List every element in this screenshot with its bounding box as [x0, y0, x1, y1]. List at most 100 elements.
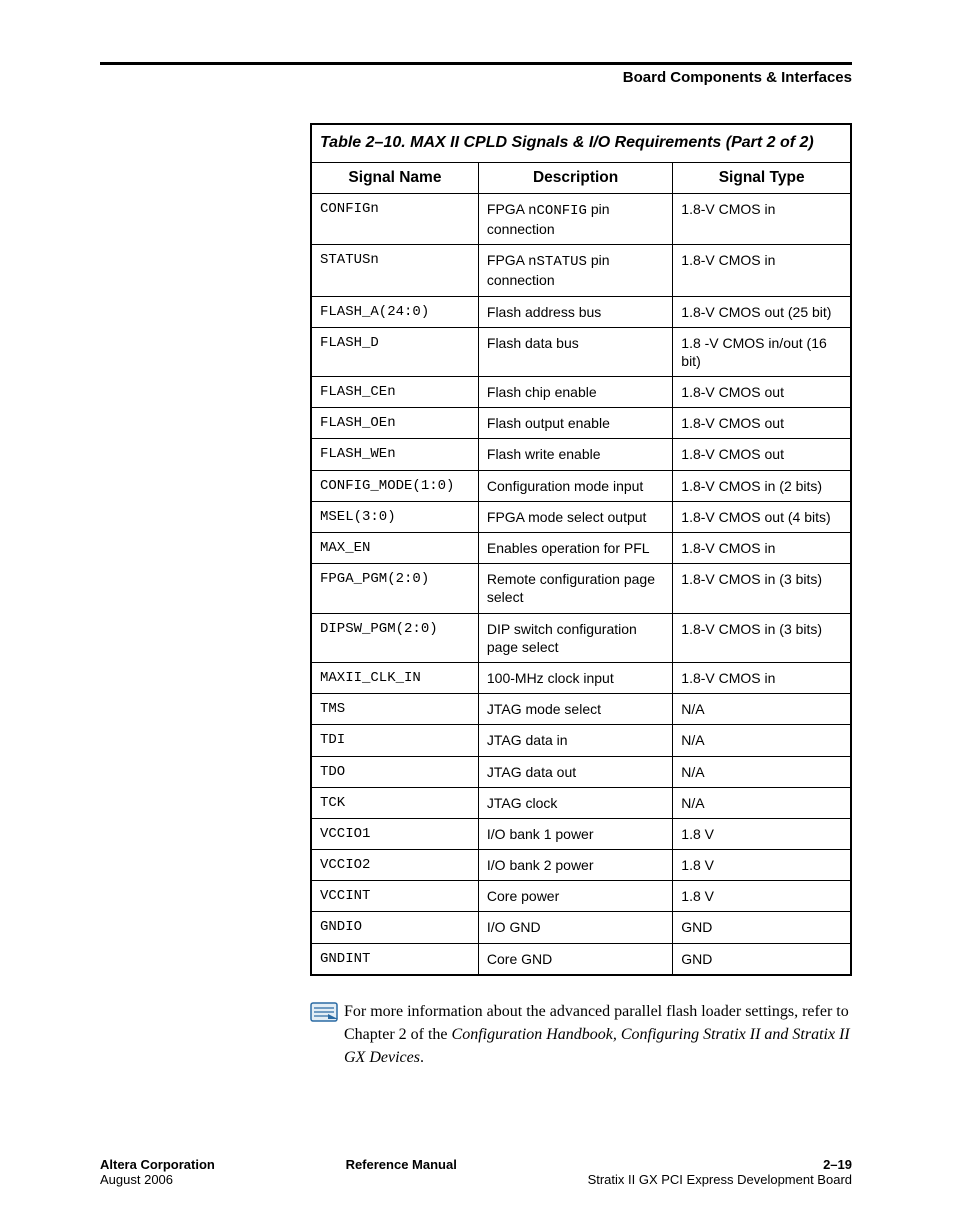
- signal-desc: Flash address bus: [478, 296, 672, 327]
- signal-name: TCK: [311, 787, 478, 818]
- signal-type: 1.8-V CMOS in: [673, 662, 851, 693]
- table-row: MAXII_CLK_IN100-MHz clock input1.8-V CMO…: [311, 662, 851, 693]
- page: Board Components & Interfaces Table 2–10…: [0, 0, 954, 1227]
- signal-name: VCCIO1: [311, 818, 478, 849]
- table-row: TCKJTAG clockN/A: [311, 787, 851, 818]
- note-post: .: [420, 1049, 424, 1066]
- signal-type: 1.8-V CMOS out: [673, 408, 851, 439]
- table-row: FLASH_WEnFlash write enable1.8-V CMOS ou…: [311, 439, 851, 470]
- signal-type: 1.8-V CMOS in (3 bits): [673, 564, 851, 613]
- signal-desc: Flash data bus: [478, 327, 672, 376]
- signal-desc: JTAG clock: [478, 787, 672, 818]
- signal-desc: Core GND: [478, 943, 672, 975]
- footer-left-1: Altera Corporation: [100, 1157, 215, 1172]
- signal-type: 1.8 V: [673, 818, 851, 849]
- signal-type: 1.8-V CMOS in: [673, 533, 851, 564]
- signals-table-wrap: Table 2–10. MAX II CPLD Signals & I/O Re…: [310, 123, 852, 976]
- footer-right-1: 2–19: [823, 1157, 852, 1172]
- signal-type: 1.8-V CMOS in: [673, 245, 851, 296]
- signal-name: TDO: [311, 756, 478, 787]
- table-row: TDOJTAG data outN/A: [311, 756, 851, 787]
- signal-type: 1.8-V CMOS out (25 bit): [673, 296, 851, 327]
- footer-center: Reference Manual: [215, 1157, 588, 1187]
- table-row: CONFIGnFPGA nCONFIG pin connection1.8-V …: [311, 193, 851, 244]
- signal-desc: Flash write enable: [478, 439, 672, 470]
- signal-name: FLASH_WEn: [311, 439, 478, 470]
- signal-type: N/A: [673, 756, 851, 787]
- signal-name: MSEL(3:0): [311, 501, 478, 532]
- signal-type: 1.8-V CMOS out: [673, 377, 851, 408]
- signal-desc: FPGA nCONFIG pin connection: [478, 193, 672, 244]
- table-row: FLASH_DFlash data bus1.8 -V CMOS in/out …: [311, 327, 851, 376]
- footer-right-2: Stratix II GX PCI Express Development Bo…: [588, 1172, 852, 1187]
- signal-desc: Configuration mode input: [478, 470, 672, 501]
- signal-desc: 100-MHz clock input: [478, 662, 672, 693]
- signal-name: CONFIGn: [311, 193, 478, 244]
- signal-name: FLASH_D: [311, 327, 478, 376]
- signal-name: FLASH_A(24:0): [311, 296, 478, 327]
- signal-type: GND: [673, 943, 851, 975]
- header: Board Components & Interfaces: [100, 62, 852, 87]
- footer-left: Altera Corporation August 2006: [100, 1157, 215, 1187]
- table-row: DIPSW_PGM(2:0)DIP switch configuration p…: [311, 613, 851, 662]
- signal-name: TDI: [311, 725, 478, 756]
- table-header-row: Signal Name Description Signal Type: [311, 162, 851, 193]
- table-row: VCCINTCore power1.8 V: [311, 881, 851, 912]
- signal-type: 1.8-V CMOS in: [673, 193, 851, 244]
- table-row: MSEL(3:0)FPGA mode select output1.8-V CM…: [311, 501, 851, 532]
- table-row: FPGA_PGM(2:0)Remote configuration page s…: [311, 564, 851, 613]
- table-caption: Table 2–10. MAX II CPLD Signals & I/O Re…: [311, 124, 851, 162]
- col-header-signal: Signal Name: [311, 162, 478, 193]
- col-header-desc: Description: [478, 162, 672, 193]
- signal-desc: JTAG data out: [478, 756, 672, 787]
- table-row: FLASH_OEnFlash output enable1.8-V CMOS o…: [311, 408, 851, 439]
- signal-name: FLASH_CEn: [311, 377, 478, 408]
- table-row: CONFIG_MODE(1:0)Configuration mode input…: [311, 470, 851, 501]
- table-row: VCCIO2I/O bank 2 power1.8 V: [311, 850, 851, 881]
- table-body: CONFIGnFPGA nCONFIG pin connection1.8-V …: [311, 193, 851, 975]
- table-row: GNDINTCore GNDGND: [311, 943, 851, 975]
- table-row: GNDIOI/O GNDGND: [311, 912, 851, 943]
- signal-type: 1.8 V: [673, 881, 851, 912]
- signal-desc: JTAG data in: [478, 725, 672, 756]
- footer-left-2: August 2006: [100, 1172, 215, 1187]
- signal-desc: Flash chip enable: [478, 377, 672, 408]
- signal-desc: I/O GND: [478, 912, 672, 943]
- signal-type: 1.8-V CMOS out (4 bits): [673, 501, 851, 532]
- signal-name: TMS: [311, 694, 478, 725]
- signal-name: DIPSW_PGM(2:0): [311, 613, 478, 662]
- signal-type: GND: [673, 912, 851, 943]
- table-row: VCCIO1I/O bank 1 power1.8 V: [311, 818, 851, 849]
- table-row: MAX_ENEnables operation for PFL1.8-V CMO…: [311, 533, 851, 564]
- signal-name: VCCINT: [311, 881, 478, 912]
- signal-name: VCCIO2: [311, 850, 478, 881]
- signals-table: Table 2–10. MAX II CPLD Signals & I/O Re…: [310, 123, 852, 976]
- signal-type: 1.8-V CMOS out: [673, 439, 851, 470]
- signal-name: FPGA_PGM(2:0): [311, 564, 478, 613]
- signal-type: N/A: [673, 694, 851, 725]
- header-rule: [100, 62, 852, 65]
- signal-type: 1.8 -V CMOS in/out (16 bit): [673, 327, 851, 376]
- table-row: FLASH_A(24:0)Flash address bus1.8-V CMOS…: [311, 296, 851, 327]
- table-row: TDIJTAG data inN/A: [311, 725, 851, 756]
- signal-type: 1.8-V CMOS in (3 bits): [673, 613, 851, 662]
- signal-name: MAX_EN: [311, 533, 478, 564]
- signal-name: STATUSn: [311, 245, 478, 296]
- signal-name: GNDINT: [311, 943, 478, 975]
- signal-desc: Enables operation for PFL: [478, 533, 672, 564]
- note-icon: [310, 1000, 344, 1027]
- signal-name: CONFIG_MODE(1:0): [311, 470, 478, 501]
- signal-name: MAXII_CLK_IN: [311, 662, 478, 693]
- signal-name: FLASH_OEn: [311, 408, 478, 439]
- header-text: Board Components & Interfaces: [623, 69, 852, 86]
- table-row: TMSJTAG mode selectN/A: [311, 694, 851, 725]
- signal-desc: Core power: [478, 881, 672, 912]
- signal-desc: FPGA nSTATUS pin connection: [478, 245, 672, 296]
- footer-center-text: Reference Manual: [346, 1157, 457, 1172]
- signal-type: 1.8 V: [673, 850, 851, 881]
- signal-desc: Flash output enable: [478, 408, 672, 439]
- signal-type: 1.8-V CMOS in (2 bits): [673, 470, 851, 501]
- signal-type: N/A: [673, 725, 851, 756]
- signal-desc: I/O bank 2 power: [478, 850, 672, 881]
- signal-type: N/A: [673, 787, 851, 818]
